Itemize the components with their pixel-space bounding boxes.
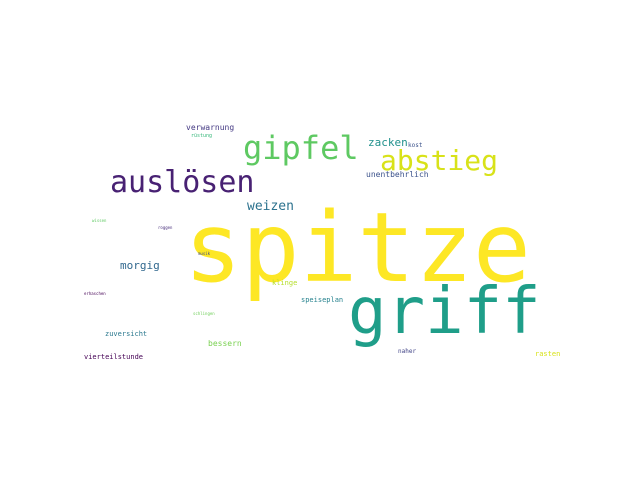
word-rasten: rasten	[535, 350, 561, 358]
word-cloud: spitze griff auslösen gipfel abstieg wei…	[80, 120, 561, 361]
word-gipfel: gipfel	[243, 129, 359, 167]
word-erhaschen: erhaschen	[84, 291, 106, 296]
word-musik: musik	[198, 251, 211, 256]
word-zacken: zacken	[368, 136, 408, 149]
word-spitze: spitze	[184, 192, 531, 304]
word-speiseplan: speiseplan	[301, 296, 344, 304]
word-roggen: roggen	[158, 225, 173, 230]
word-unentbehrlich: unentbehrlich	[366, 170, 429, 179]
word-bessern: bessern	[208, 339, 242, 348]
word-ruestung: rüstung	[191, 133, 213, 139]
word-auslosen: auslösen	[110, 165, 255, 200]
word-klinge: klinge	[272, 279, 298, 287]
word-vierteilstunde: vierteilstunde	[84, 353, 144, 361]
word-naher: naher	[398, 348, 417, 355]
word-schlingen: schlingen	[193, 311, 215, 316]
word-wissen: wissen	[92, 218, 107, 223]
word-verwarnung: verwarnung	[186, 123, 235, 132]
word-kost: kost	[408, 142, 423, 149]
word-abstieg: abstieg	[380, 144, 499, 177]
word-zuversicht: zuversicht	[105, 330, 148, 338]
word-griff: griff	[348, 275, 541, 349]
word-morgig: morgig	[120, 259, 160, 272]
word-weizen: weizen	[247, 199, 294, 214]
